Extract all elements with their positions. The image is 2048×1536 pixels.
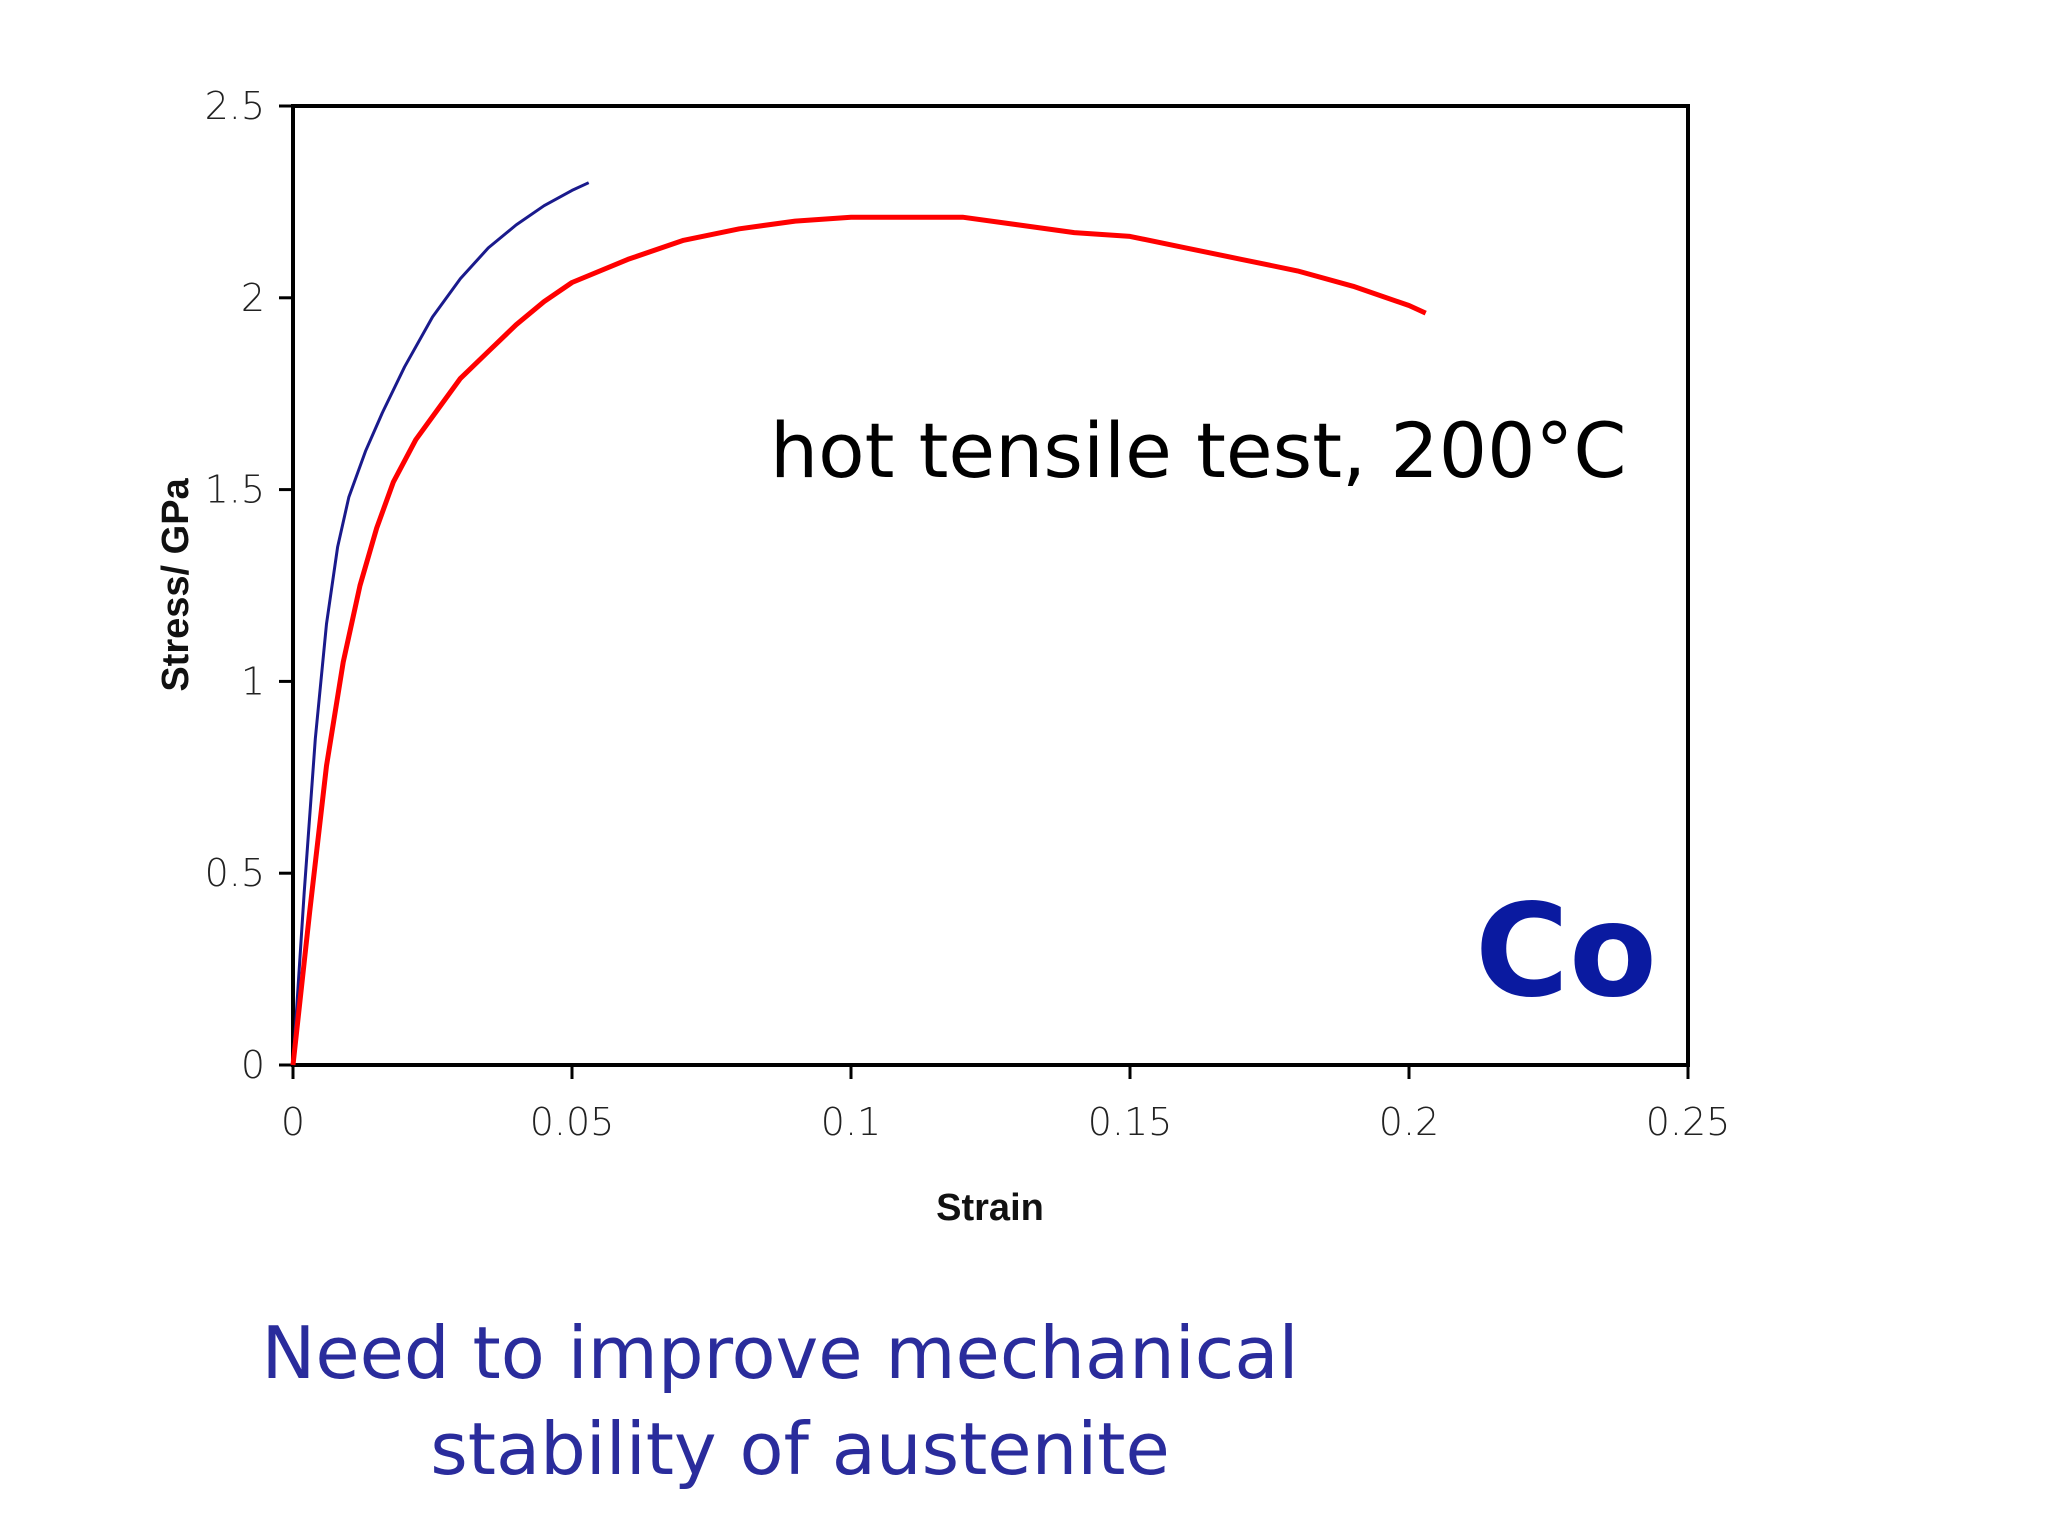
x-axis-title: Strain: [936, 1187, 1044, 1229]
y-tick-label: 1.5: [205, 468, 265, 512]
caption: Need to improve mechanical stability of …: [0, 1305, 1560, 1497]
series-line-1: [291, 181, 590, 1066]
y-tick-label: 2: [241, 276, 265, 320]
x-tick-label: 0.15: [1088, 1100, 1173, 1144]
x-tick-label: 0.1: [821, 1100, 881, 1144]
element-label: Co: [1475, 877, 1657, 1026]
caption-line-1: Need to improve mechanical: [261, 1311, 1299, 1395]
series-line-2: [290, 214, 1427, 1066]
x-axis: 0 0.05 0.1 0.15 0.2 0.25: [281, 1065, 1730, 1144]
y-tick-label: 0: [241, 1043, 265, 1087]
plot-area: [291, 104, 1690, 1067]
y-tick-label: 1: [241, 659, 265, 703]
series-layer: [290, 181, 1427, 1066]
x-tick-label: 0: [281, 1100, 305, 1144]
y-tick-label: 2.5: [205, 84, 265, 128]
condition-annotation: hot tensile test, 200°C: [770, 406, 1626, 495]
y-axis: 0 0.5 1 1.5 2 2.5: [205, 84, 293, 1087]
x-tick-label: 0.2: [1379, 1100, 1439, 1144]
x-tick-label: 0.05: [530, 1100, 615, 1144]
caption-line-2: stability of austenite: [430, 1407, 1170, 1491]
x-tick-label: 0.25: [1646, 1100, 1731, 1144]
y-tick-label: 0.5: [205, 851, 265, 895]
y-axis-title: Stress/ GPa: [155, 477, 197, 691]
